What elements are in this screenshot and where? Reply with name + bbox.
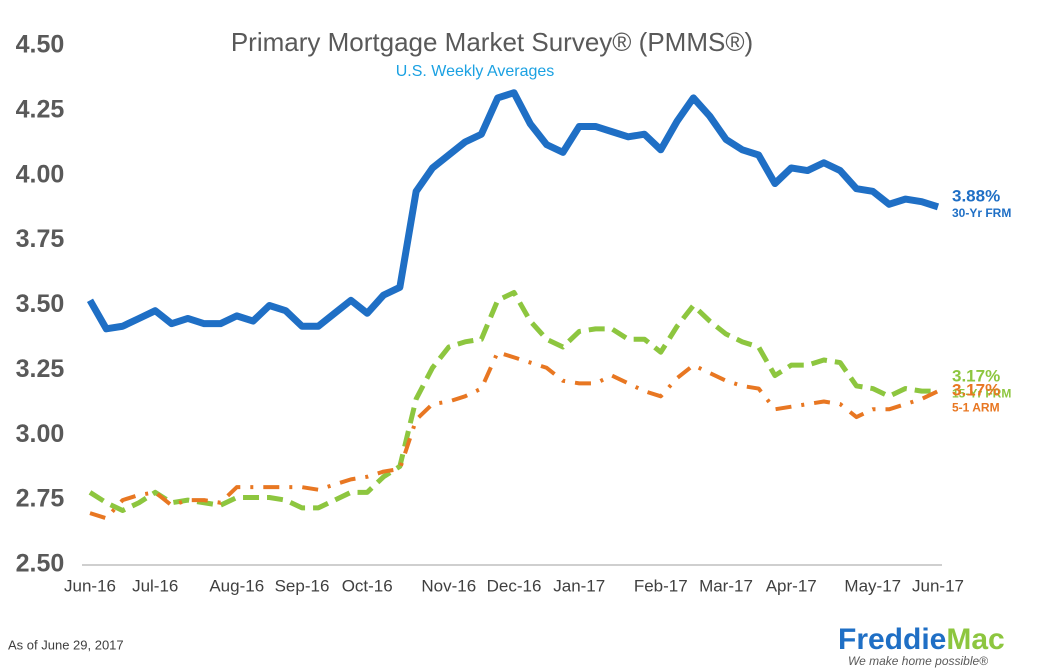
logo-second: Mac xyxy=(946,623,1004,656)
x-tick-label: Aug-16 xyxy=(209,576,264,595)
series-line xyxy=(86,89,940,333)
x-tick-label: Dec-16 xyxy=(487,576,542,595)
y-tick-label: 2.75 xyxy=(16,485,65,513)
y-tick-label: 4.50 xyxy=(16,31,65,59)
y-tick-label: 3.75 xyxy=(16,225,65,253)
x-tick-label: Feb-17 xyxy=(634,576,688,595)
logo: FreddieMac xyxy=(838,623,1005,656)
y-tick-label: 3.50 xyxy=(16,290,65,318)
chart-title: Primary Mortgage Market Survey® (PMMS®) xyxy=(231,27,753,57)
x-tick-label: Jun-16 xyxy=(64,576,116,595)
y-tick-label: 4.00 xyxy=(16,160,65,188)
y-tick-label: 3.00 xyxy=(16,420,65,448)
legend-label: 15-Yr FRM xyxy=(952,386,1011,400)
x-tick-label: May-17 xyxy=(844,576,901,595)
legend-label: 5-1 ARM xyxy=(952,400,1000,414)
legend-label: 30-Yr FRM xyxy=(952,206,1011,220)
x-tick-label: Oct-16 xyxy=(342,576,393,595)
y-tick-label: 2.50 xyxy=(16,550,65,578)
x-tick-label: Mar-17 xyxy=(699,576,753,595)
x-tick-label: Nov-16 xyxy=(421,576,476,595)
end-value-label: 3.17% xyxy=(952,381,1000,400)
end-value-label: 3.88% xyxy=(952,186,1000,205)
series-line xyxy=(89,350,939,521)
x-tick-label: Jul-16 xyxy=(132,576,178,595)
y-tick-label: 4.25 xyxy=(16,95,65,123)
end-value-label: 3.17% xyxy=(952,367,1000,386)
x-tick-label: Apr-17 xyxy=(766,576,817,595)
series-line xyxy=(88,290,938,514)
y-tick-label: 3.25 xyxy=(16,355,65,383)
chart-subtitle: U.S. Weekly Averages xyxy=(396,63,555,80)
footnote: As of June 29, 2017 xyxy=(8,637,124,652)
logo-tagline: We make home possible® xyxy=(848,654,988,668)
logo-first: Freddie xyxy=(838,623,946,656)
x-tick-label: Jan-17 xyxy=(553,576,605,595)
x-tick-label: Sep-16 xyxy=(275,576,330,595)
x-tick-label: Jun-17 xyxy=(912,576,964,595)
